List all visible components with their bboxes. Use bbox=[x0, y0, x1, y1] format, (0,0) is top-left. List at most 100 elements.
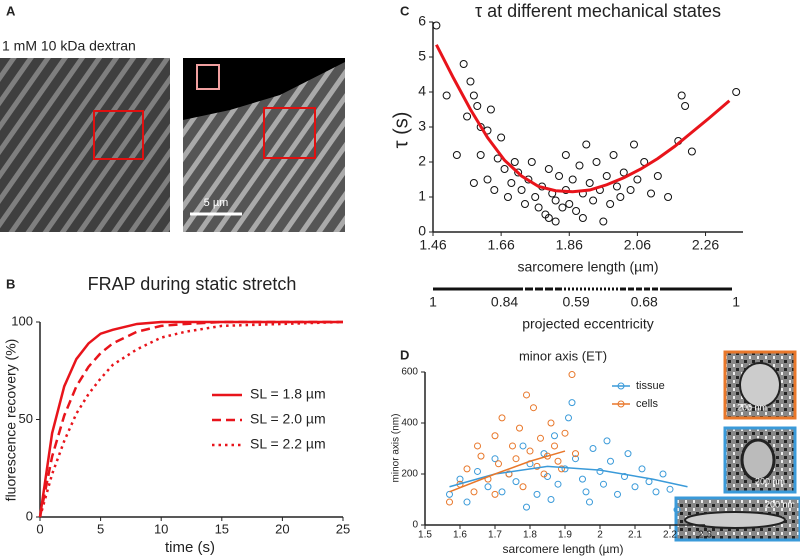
data-point bbox=[619, 168, 628, 177]
data-point bbox=[495, 460, 502, 468]
data-point bbox=[526, 447, 534, 455]
data-point bbox=[561, 465, 569, 473]
data-point bbox=[596, 467, 604, 475]
image-caption: 1 mM 10 kDa dextran bbox=[2, 38, 136, 54]
y-tick-label: 200 bbox=[401, 469, 418, 480]
data-point bbox=[473, 102, 482, 110]
data-point bbox=[687, 147, 696, 156]
data-point bbox=[527, 158, 536, 166]
data-point bbox=[558, 465, 565, 473]
x-tick-label: 2.26 bbox=[692, 237, 719, 253]
data-point bbox=[512, 478, 520, 486]
data-point bbox=[551, 442, 558, 450]
data-point bbox=[470, 488, 478, 496]
data-point bbox=[452, 151, 461, 159]
data-point bbox=[442, 91, 451, 100]
data-point bbox=[565, 200, 574, 208]
y-axis-title: minor axis (nm) bbox=[391, 414, 402, 483]
x-tick-label: 2.2 bbox=[663, 530, 677, 541]
data-point bbox=[652, 488, 660, 496]
data-point bbox=[614, 490, 621, 498]
data-point bbox=[530, 404, 537, 412]
data-point bbox=[681, 102, 690, 110]
data-point bbox=[483, 175, 492, 184]
data-point bbox=[469, 91, 478, 100]
scale-bar-label: 5 µm bbox=[204, 197, 229, 209]
data-point bbox=[463, 112, 472, 121]
data-point bbox=[673, 506, 681, 514]
legend-marker bbox=[617, 400, 625, 408]
data-point bbox=[621, 473, 628, 481]
data-line bbox=[38, 320, 344, 518]
data-point bbox=[474, 442, 481, 450]
x-axis-title: sarcomere length (µm) bbox=[503, 542, 624, 556]
data-point bbox=[533, 490, 541, 498]
chart-title: τ at different mechanical states bbox=[475, 1, 721, 21]
chart-title: FRAP during static stretch bbox=[88, 274, 297, 294]
x-tick-label: 5 bbox=[97, 521, 104, 536]
eccentricity-tick-label: 0.59 bbox=[562, 294, 589, 310]
data-point bbox=[523, 503, 530, 511]
data-line bbox=[435, 44, 731, 194]
data-point bbox=[666, 485, 674, 493]
scale-bar-label: 200 nm bbox=[737, 402, 767, 412]
data-point bbox=[561, 429, 569, 437]
data-point bbox=[519, 483, 527, 491]
data-point bbox=[572, 455, 579, 463]
x-tick-label: 1.5 bbox=[418, 530, 432, 541]
panel-label: B bbox=[6, 276, 15, 291]
legend-label: tissue bbox=[636, 380, 665, 392]
data-point bbox=[616, 193, 625, 201]
eccentricity-tick-label: 1 bbox=[429, 294, 437, 310]
data-point bbox=[568, 399, 576, 407]
eccentricity-tick-label: 0.84 bbox=[491, 294, 518, 310]
data-point bbox=[523, 391, 530, 399]
data-point bbox=[568, 371, 576, 379]
x-tick-label: 1.7 bbox=[488, 530, 502, 541]
data-point bbox=[582, 140, 591, 149]
data-point bbox=[446, 490, 453, 498]
data-point bbox=[578, 214, 587, 222]
data-point bbox=[629, 140, 638, 149]
x-tick-label: 10 bbox=[154, 521, 168, 536]
data-point bbox=[500, 165, 509, 173]
data-point bbox=[568, 175, 577, 184]
data-point bbox=[432, 21, 441, 30]
data-point bbox=[446, 498, 453, 506]
eccentricity-tick-label: 1 bbox=[732, 294, 740, 310]
data-point bbox=[624, 450, 632, 458]
data-point bbox=[565, 414, 572, 422]
data-point bbox=[534, 203, 543, 212]
x-tick-label: 25 bbox=[336, 521, 350, 536]
data-point bbox=[484, 483, 492, 491]
x-tick-label: 1.8 bbox=[523, 530, 537, 541]
data-point bbox=[486, 105, 495, 114]
data-point bbox=[498, 414, 506, 422]
legend-label: SL = 2.0 µm bbox=[250, 411, 326, 427]
data-point bbox=[606, 200, 615, 208]
data-point bbox=[561, 151, 570, 159]
data-line bbox=[38, 320, 343, 518]
data-point bbox=[510, 158, 519, 166]
data-point bbox=[503, 193, 512, 201]
y-tick-label: 50 bbox=[19, 411, 33, 426]
data-point bbox=[586, 498, 593, 506]
legend-marker bbox=[617, 382, 625, 390]
data-point bbox=[633, 175, 642, 184]
data-point bbox=[555, 172, 564, 180]
data-point bbox=[507, 179, 516, 187]
image-right bbox=[183, 58, 345, 232]
x-tick-label: 0 bbox=[36, 521, 43, 536]
y-tick-label: 400 bbox=[401, 418, 418, 429]
data-point bbox=[609, 151, 618, 159]
data-point bbox=[602, 172, 611, 180]
x-axis-title: time (s) bbox=[165, 539, 215, 556]
data-point bbox=[592, 158, 601, 166]
data-point bbox=[607, 457, 614, 465]
data-point bbox=[551, 217, 560, 226]
data-point bbox=[572, 450, 579, 458]
data-point bbox=[647, 189, 656, 198]
axis-title: projected eccentricity bbox=[522, 316, 654, 332]
data-point bbox=[589, 445, 597, 452]
data-point bbox=[533, 462, 541, 470]
